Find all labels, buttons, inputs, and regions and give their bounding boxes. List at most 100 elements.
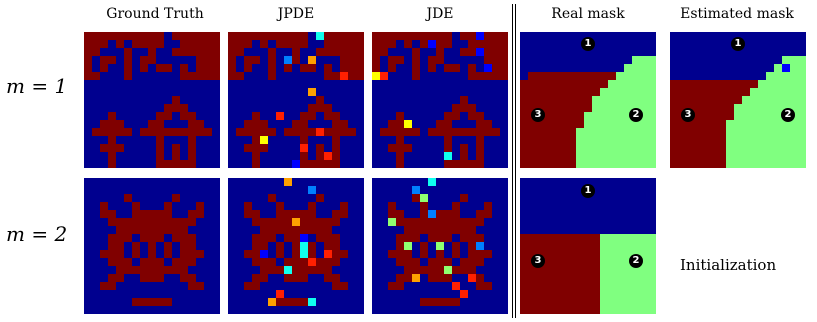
mask-region-2 bbox=[766, 72, 806, 80]
foreground-pixel bbox=[388, 144, 396, 152]
foreground-pixel bbox=[428, 258, 436, 266]
foreground-pixel bbox=[108, 152, 116, 160]
foreground-pixel bbox=[492, 56, 500, 64]
foreground-pixel bbox=[356, 64, 364, 72]
foreground-pixel bbox=[444, 234, 452, 242]
foreground-pixel bbox=[188, 152, 196, 160]
foreground-pixel bbox=[332, 112, 340, 120]
foreground-pixel bbox=[412, 258, 420, 266]
foreground-pixel bbox=[140, 258, 148, 266]
mask-region-2 bbox=[592, 96, 656, 104]
foreground-pixel bbox=[332, 210, 340, 218]
foreground-pixel bbox=[428, 32, 436, 40]
foreground-pixel bbox=[420, 202, 428, 210]
foreground-pixel bbox=[332, 242, 340, 250]
foreground-pixel bbox=[292, 48, 300, 56]
foreground-pixel bbox=[452, 210, 460, 218]
foreground-pixel bbox=[316, 258, 324, 266]
jde-image-m2 bbox=[372, 178, 508, 314]
foreground-pixel bbox=[476, 128, 484, 136]
foreground-pixel bbox=[324, 72, 332, 80]
foreground-pixel bbox=[180, 64, 188, 72]
foreground-pixel bbox=[180, 40, 188, 48]
mask-region-2 bbox=[750, 88, 806, 96]
foreground-pixel bbox=[452, 226, 460, 234]
foreground-pixel bbox=[84, 48, 92, 56]
foreground-pixel bbox=[396, 112, 404, 120]
foreground-pixel bbox=[316, 194, 324, 202]
foreground-pixel bbox=[244, 282, 252, 290]
foreground-pixel bbox=[412, 32, 420, 40]
foreground-pixel bbox=[404, 234, 412, 242]
region-marker-2-real-m1: 2 bbox=[629, 108, 643, 122]
foreground-pixel bbox=[276, 242, 284, 250]
foreground-pixel bbox=[124, 56, 132, 64]
mask-region-2 bbox=[592, 104, 656, 112]
divider-line-right bbox=[515, 4, 516, 318]
foreground-pixel bbox=[140, 128, 148, 136]
foreground-pixel bbox=[308, 202, 316, 210]
foreground-pixel bbox=[452, 160, 460, 168]
foreground-pixel bbox=[260, 32, 268, 40]
foreground-pixel bbox=[444, 144, 452, 152]
foreground-pixel bbox=[476, 258, 484, 266]
foreground-pixel bbox=[92, 72, 100, 80]
foreground-pixel bbox=[476, 250, 484, 258]
foreground-pixel bbox=[444, 128, 452, 136]
foreground-pixel bbox=[324, 64, 332, 72]
column-title-estimated-mask: Estimated mask bbox=[680, 6, 794, 22]
foreground-pixel bbox=[436, 218, 444, 226]
foreground-pixel bbox=[452, 112, 460, 120]
foreground-pixel bbox=[460, 160, 468, 168]
foreground-pixel bbox=[428, 298, 436, 306]
foreground-pixel bbox=[300, 266, 308, 274]
foreground-pixel bbox=[268, 258, 276, 266]
foreground-pixel bbox=[436, 258, 444, 266]
foreground-pixel bbox=[140, 266, 148, 274]
foreground-pixel bbox=[316, 266, 324, 274]
noise-pixel bbox=[308, 56, 316, 64]
mask-region-2 bbox=[782, 56, 806, 64]
foreground-pixel bbox=[188, 160, 196, 168]
foreground-pixel bbox=[300, 112, 308, 120]
foreground-pixel bbox=[108, 274, 116, 282]
mask-region-2 bbox=[584, 120, 656, 128]
foreground-pixel bbox=[356, 32, 364, 40]
foreground-pixel bbox=[252, 152, 260, 160]
foreground-pixel bbox=[228, 40, 236, 48]
foreground-pixel bbox=[180, 274, 188, 282]
foreground-pixel bbox=[404, 258, 412, 266]
foreground-pixel bbox=[236, 48, 244, 56]
foreground-pixel bbox=[204, 72, 212, 80]
foreground-pixel bbox=[332, 218, 340, 226]
foreground-pixel bbox=[484, 48, 492, 56]
noise-pixel bbox=[260, 136, 268, 144]
foreground-pixel bbox=[468, 104, 476, 112]
foreground-pixel bbox=[460, 104, 468, 112]
foreground-pixel bbox=[396, 282, 404, 290]
foreground-pixel bbox=[212, 48, 220, 56]
foreground-pixel bbox=[268, 218, 276, 226]
foreground-pixel bbox=[172, 266, 180, 274]
foreground-pixel bbox=[92, 32, 100, 40]
foreground-pixel bbox=[140, 226, 148, 234]
foreground-pixel bbox=[244, 128, 252, 136]
foreground-pixel bbox=[396, 32, 404, 40]
foreground-pixel bbox=[252, 136, 260, 144]
foreground-pixel bbox=[436, 32, 444, 40]
foreground-pixel bbox=[260, 258, 268, 266]
foreground-pixel bbox=[276, 210, 284, 218]
foreground-pixel bbox=[188, 242, 196, 250]
foreground-pixel bbox=[332, 152, 340, 160]
foreground-pixel bbox=[316, 226, 324, 234]
foreground-pixel bbox=[436, 234, 444, 242]
foreground-pixel bbox=[308, 112, 316, 120]
foreground-pixel bbox=[284, 32, 292, 40]
foreground-pixel bbox=[204, 128, 212, 136]
foreground-pixel bbox=[100, 40, 108, 48]
foreground-pixel bbox=[124, 128, 132, 136]
foreground-pixel bbox=[476, 210, 484, 218]
foreground-pixel bbox=[292, 258, 300, 266]
foreground-pixel bbox=[268, 266, 276, 274]
foreground-pixel bbox=[460, 96, 468, 104]
